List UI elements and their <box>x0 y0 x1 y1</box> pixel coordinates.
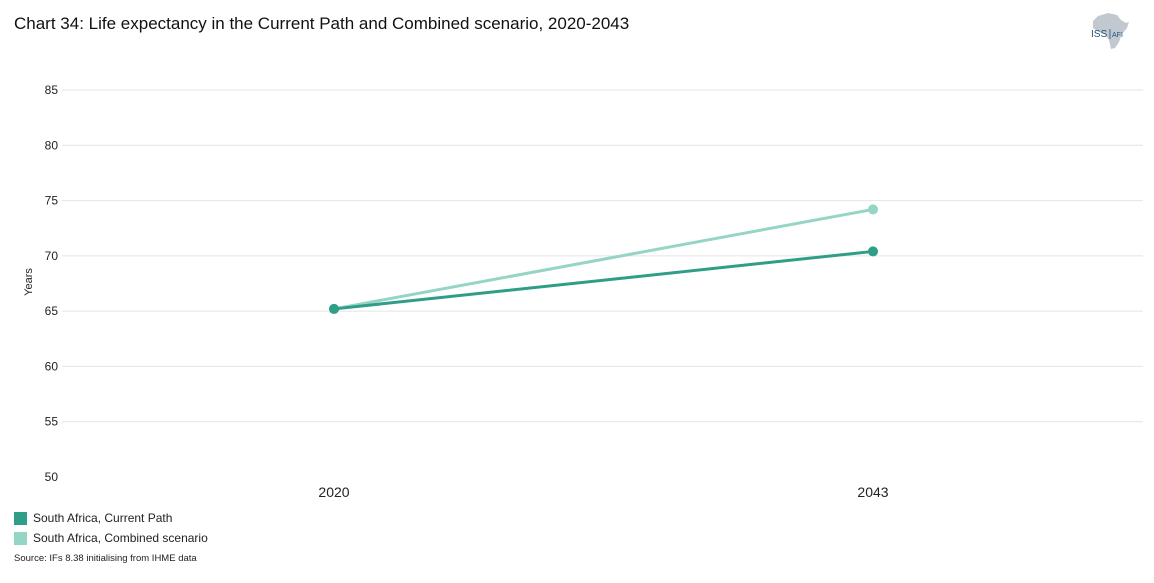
iss-afi-logo: ISS AFI <box>1088 10 1136 52</box>
series-line-0 <box>333 249 874 311</box>
logo-text-sub: AFI <box>1112 32 1123 39</box>
data-point-1-1 <box>868 204 878 215</box>
y-tick-label: 65 <box>45 304 59 318</box>
x-tick-labels: 2020 2043 <box>318 484 888 500</box>
y-tick-label: 55 <box>45 415 59 429</box>
legend-item-combined: South Africa, Combined scenario <box>14 528 208 548</box>
y-tick-label: 85 <box>45 83 59 97</box>
y-tick-label: 60 <box>45 359 59 373</box>
y-tick-label: 80 <box>45 138 59 152</box>
y-axis-label: Years <box>23 268 35 296</box>
legend-swatch-combined <box>14 531 27 545</box>
data-point-0-0 <box>329 303 339 314</box>
gridlines <box>62 89 1143 423</box>
y-tick-label: 75 <box>45 194 59 208</box>
y-tick-labels: 50 55 60 65 70 75 80 85 <box>45 83 59 484</box>
legend-label-current-path: South Africa, Current Path <box>33 511 173 525</box>
legend-label-combined: South Africa, Combined scenario <box>33 531 208 545</box>
africa-map-icon: ISS AFI <box>1091 13 1129 49</box>
legend-swatch-current-path <box>14 511 27 525</box>
source-note: Source: IFs 8.38 initialising from IHME … <box>14 553 197 564</box>
series-lines <box>329 204 878 314</box>
y-tick-label: 50 <box>45 470 59 484</box>
x-tick-label: 2020 <box>318 484 349 500</box>
chart-title: Chart 34: Life expectancy in the Current… <box>14 14 630 33</box>
x-tick-label: 2043 <box>857 484 888 500</box>
legend-item-current-path: South Africa, Current Path <box>14 508 208 528</box>
logo-text-main: ISS <box>1091 29 1107 40</box>
legend: South Africa, Current Path South Africa,… <box>14 508 208 548</box>
y-tick-label: 70 <box>45 249 59 263</box>
data-point-0-1 <box>868 246 878 257</box>
series-line-1 <box>333 207 874 311</box>
